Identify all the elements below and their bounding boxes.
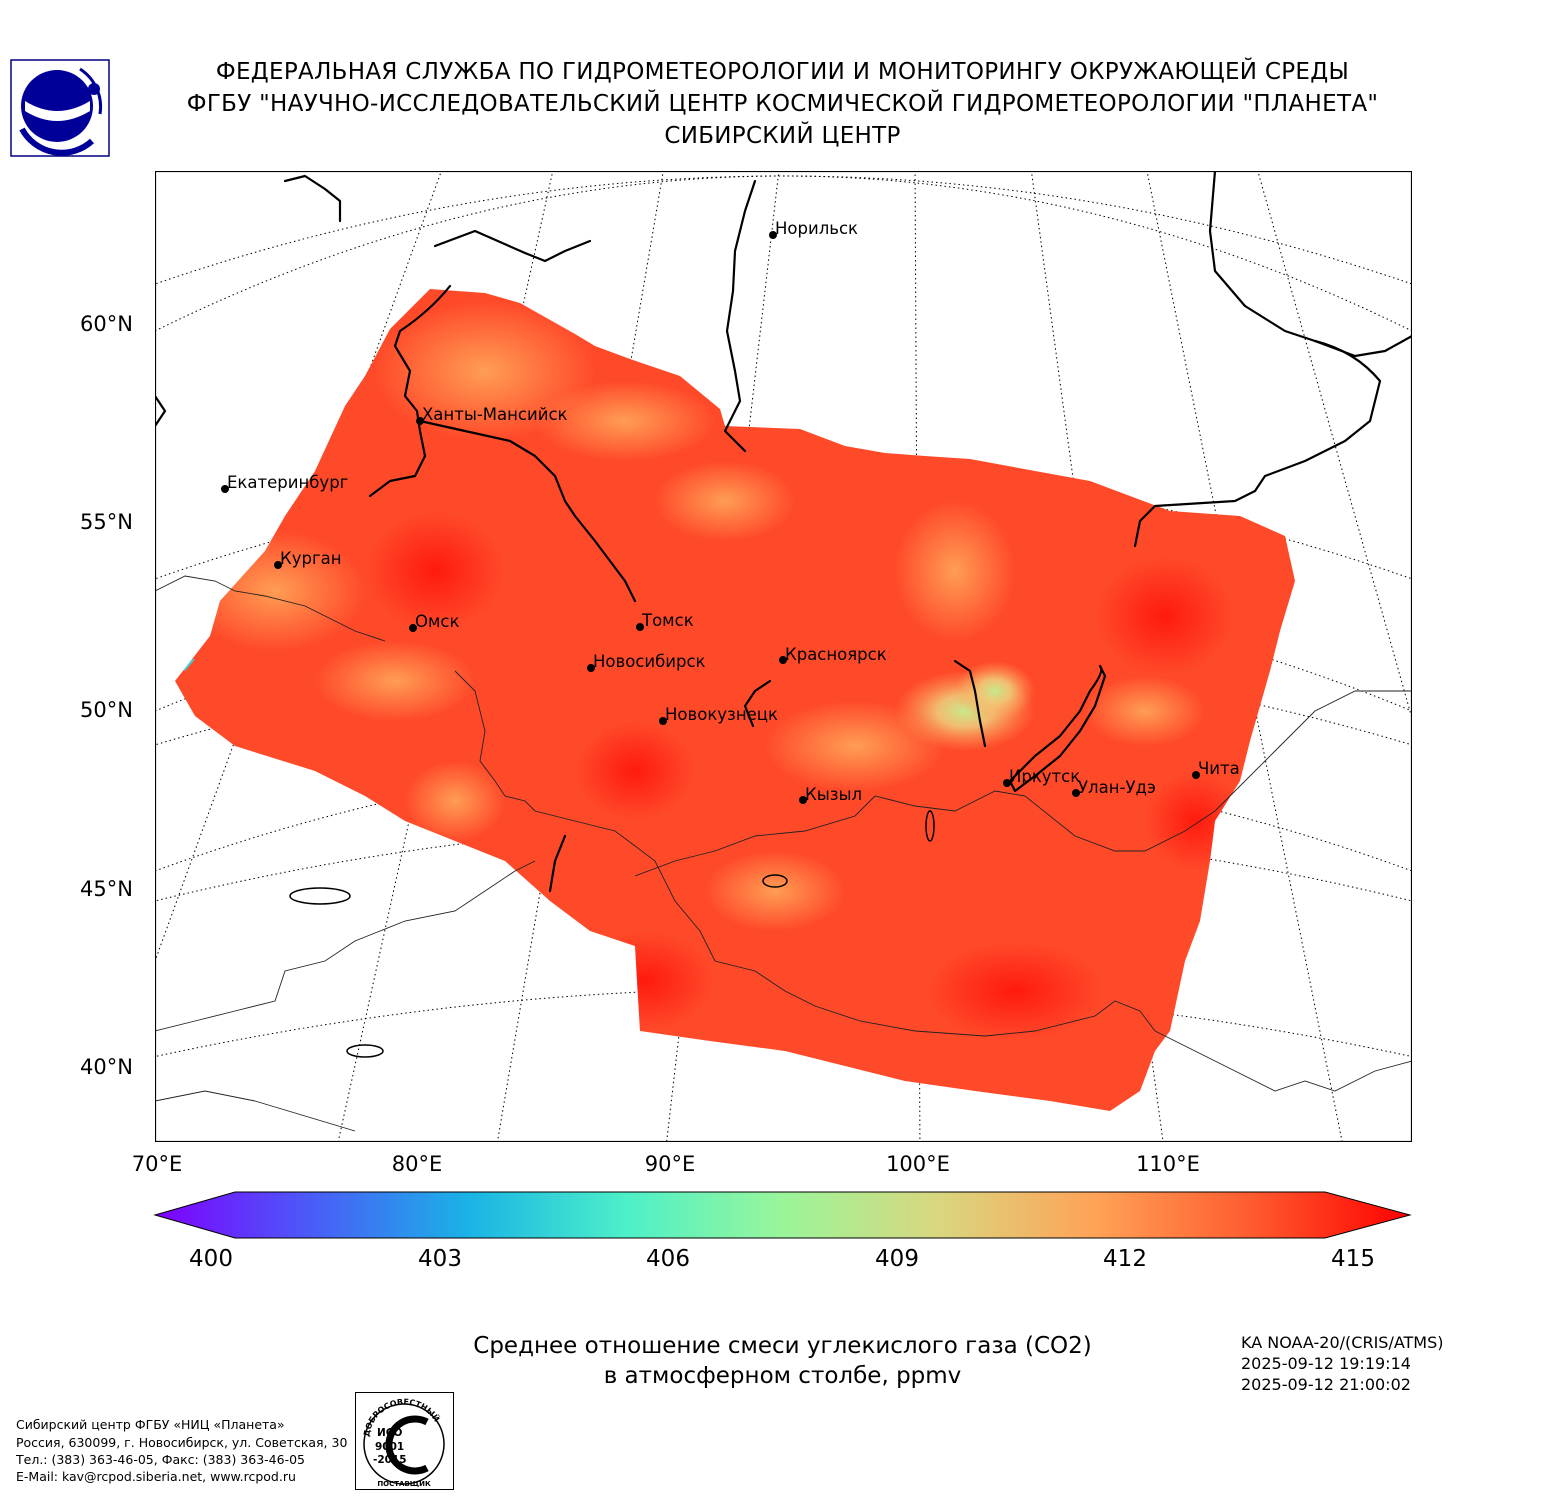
- lat-label-45: 45°N: [80, 877, 133, 901]
- colorbar-label-415: 415: [1331, 1246, 1375, 1272]
- header-line-2: ФГБУ "НАУЧНО-ИССЛЕДОВАТЕЛЬСКИЙ ЦЕНТР КОС…: [186, 91, 1379, 117]
- iso-badge-bottom-text: ПОСТАВЩИК: [377, 1480, 431, 1488]
- lon-label-90: 90°E: [644, 1152, 696, 1176]
- header-line-3: СИБИРСКИЙ ЦЕНТР: [664, 123, 901, 149]
- footer-phone: Тел.: (383) 363-46-05, Факс: (383) 363-4…: [16, 1452, 306, 1467]
- iso-9001-badge: ДОБРОСОВЕСТНЫЙ ИСО 9001 -2015 ПОСТАВЩИК: [355, 1392, 454, 1490]
- map-border: [155, 171, 1412, 1142]
- caption-line-2: в атмосферном столбе, ppmv: [603, 1363, 962, 1389]
- city-label-ulan-ude: Улан-Удэ: [1078, 778, 1156, 797]
- colorbar-label-400: 400: [189, 1246, 233, 1272]
- header-line-1: ФЕДЕРАЛЬНАЯ СЛУЖБА ПО ГИДРОМЕТЕОРОЛОГИИ …: [215, 59, 1350, 85]
- lon-label-100: 100°E: [886, 1152, 950, 1176]
- planeta-logo: [10, 59, 110, 157]
- city-label-chita: Чита: [1198, 759, 1240, 778]
- iso-badge-line1: ИСО: [377, 1427, 402, 1439]
- city-label-kurgan: Курган: [280, 549, 342, 568]
- city-label-norilsk: Норильск: [775, 219, 858, 238]
- lon-label-80: 80°E: [391, 1152, 443, 1176]
- city-label-irkutsk: Иркутск: [1009, 767, 1080, 786]
- city-label-novokuznetsk: Новокузнецк: [665, 705, 778, 724]
- lat-label-60: 60°N: [80, 312, 133, 336]
- lakes: [289, 810, 935, 1058]
- co2-map: Норильск Ханты-Мансийск Екатеринбург Кур…: [155, 171, 1412, 1142]
- footer-address: Россия, 630099, г. Новосибирск, ул. Сове…: [16, 1435, 348, 1450]
- lat-label-50: 50°N: [80, 698, 133, 722]
- city-label-khanty-mansiysk: Ханты-Мансийск: [422, 405, 568, 424]
- colorbar-label-406: 406: [646, 1246, 690, 1272]
- lat-label-55: 55°N: [80, 510, 133, 534]
- city-label-novosibirsk: Новосибирск: [593, 652, 706, 671]
- borders: [155, 575, 1412, 1132]
- caption-line-1: Среднее отношение смеси углекислого газа…: [473, 1333, 1092, 1359]
- satellite-instrument: KA NOAA-20/(CRIS/ATMS): [1241, 1333, 1444, 1352]
- iso-badge-line2: 9001: [375, 1441, 404, 1453]
- footer-email: E-Mail: kav@rcpod.siberia.net, www.rcpod…: [16, 1469, 296, 1484]
- footer-org: Сибирский центр ФГБУ «НИЦ «Планета»: [16, 1417, 285, 1432]
- satellite-time-end: 2025-09-12 21:00:02: [1241, 1375, 1411, 1394]
- city-label-yekaterinburg: Екатеринбург: [227, 473, 348, 492]
- city-markers: [221, 231, 1200, 804]
- rivers: [155, 171, 1412, 893]
- colorbar-label-403: 403: [418, 1246, 462, 1272]
- colorbar-label-409: 409: [875, 1246, 919, 1272]
- iso-badge-line3: -2015: [373, 1454, 407, 1466]
- lat-label-40: 40°N: [80, 1055, 133, 1079]
- city-label-tomsk: Томск: [641, 611, 694, 630]
- city-label-omsk: Омск: [415, 612, 460, 631]
- colorbar-label-412: 412: [1103, 1246, 1147, 1272]
- city-label-krasnoyarsk: Красноярск: [785, 645, 887, 664]
- satellite-time-start: 2025-09-12 19:19:14: [1241, 1354, 1411, 1373]
- lon-label-70: 70°E: [131, 1152, 183, 1176]
- lon-label-110: 110°E: [1136, 1152, 1200, 1176]
- colorbar: [153, 1191, 1412, 1239]
- city-label-kyzyl: Кызыл: [805, 785, 862, 804]
